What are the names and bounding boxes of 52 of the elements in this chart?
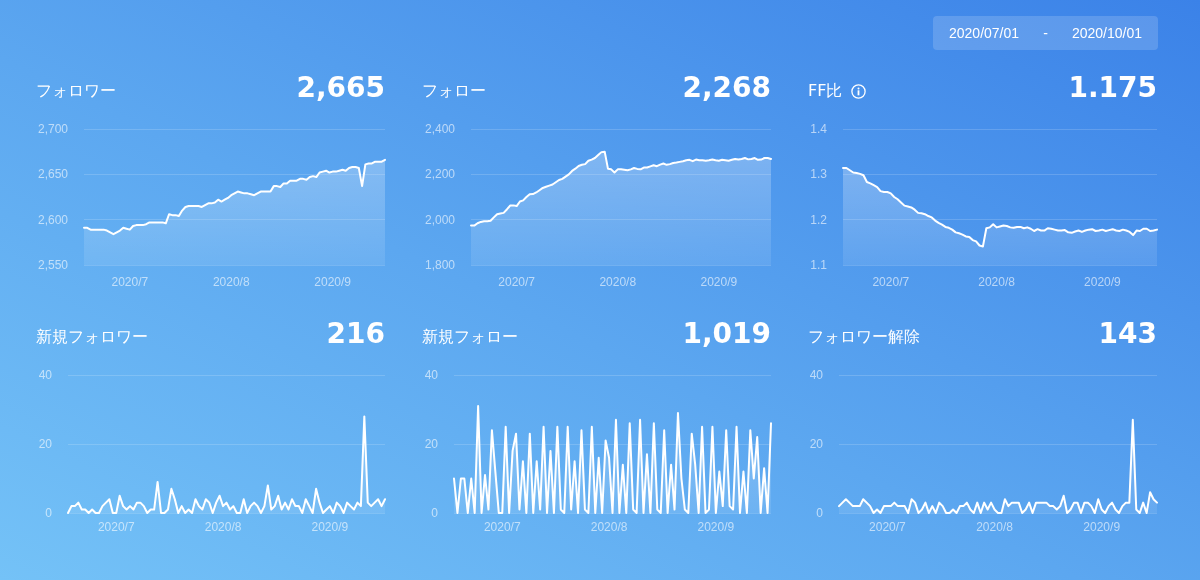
chart-title: フォロワー解除 bbox=[808, 327, 920, 347]
x-tick-label: 2020/7 bbox=[483, 520, 521, 534]
x-tick-label: 2020/8 bbox=[590, 520, 628, 534]
date-range-field: 2020/07/01 - 2020/10/01 bbox=[933, 16, 1158, 50]
y-tick-label: 1.4 bbox=[810, 122, 828, 136]
y-tick-label: 1.3 bbox=[810, 167, 828, 182]
chart-title: フォロー bbox=[422, 81, 486, 101]
x-tick-label: 2020/8 bbox=[204, 520, 242, 534]
x-tick-label: 2020/7 bbox=[869, 520, 907, 534]
x-tick-label: 2020/7 bbox=[111, 275, 149, 289]
x-tick-label: 2020/9 bbox=[700, 275, 738, 289]
x-tick-label: 2020/9 bbox=[1084, 275, 1122, 289]
text: 1,019 bbox=[682, 317, 771, 350]
y-tick-label: 40 bbox=[424, 368, 439, 382]
x-tick-label: 2020/9 bbox=[1083, 520, 1121, 534]
y-tick-label: 1,800 bbox=[424, 258, 456, 272]
y-tick-label: 2,600 bbox=[37, 212, 69, 227]
chart-title: FF比 bbox=[808, 81, 843, 101]
text: 143 bbox=[1098, 317, 1157, 350]
y-tick-label: 1.1 bbox=[810, 258, 828, 272]
text: 2,268 bbox=[682, 71, 771, 104]
chart-title: 新規フォロー bbox=[422, 327, 518, 347]
x-tick-label: 2020/8 bbox=[978, 275, 1016, 289]
text: 216 bbox=[326, 317, 385, 350]
y-tick-label: 2,400 bbox=[424, 122, 456, 136]
x-tick-label: 2020/7 bbox=[498, 275, 536, 289]
y-tick-label: 20 bbox=[424, 437, 439, 451]
y-tick-label: 20 bbox=[809, 437, 824, 451]
chart-title: 新規フォロワー bbox=[36, 327, 148, 347]
y-tick-label: 0 bbox=[816, 506, 824, 520]
y-tick-label: 40 bbox=[38, 368, 53, 382]
x-tick-label: 2020/7 bbox=[97, 520, 135, 534]
x-tick-label: 2020/8 bbox=[976, 520, 1014, 534]
y-tick-label: 1.2 bbox=[810, 212, 828, 227]
y-tick-label: 20 bbox=[38, 437, 53, 451]
text: 1.175 bbox=[1068, 71, 1157, 104]
y-tick-label: 2,200 bbox=[424, 167, 456, 182]
x-tick-label: 2020/9 bbox=[314, 275, 352, 289]
y-tick-label: 40 bbox=[809, 368, 824, 382]
text: 2,665 bbox=[296, 71, 385, 104]
x-tick-label: 2020/8 bbox=[212, 275, 250, 289]
x-tick-label: 2020/8 bbox=[599, 275, 637, 289]
x-tick-label: 2020/9 bbox=[697, 520, 735, 534]
y-tick-label: 0 bbox=[431, 506, 439, 520]
y-tick-label: 2,550 bbox=[37, 258, 69, 272]
x-tick-label: 2020/9 bbox=[311, 520, 349, 534]
chart-title: フォロワー bbox=[36, 81, 116, 101]
x-tick-label: 2020/7 bbox=[872, 275, 910, 289]
y-tick-label: 2,650 bbox=[37, 167, 69, 182]
y-tick-label: 2,700 bbox=[37, 122, 69, 136]
y-tick-label: 0 bbox=[45, 506, 53, 520]
y-tick-label: 2,000 bbox=[424, 212, 456, 227]
